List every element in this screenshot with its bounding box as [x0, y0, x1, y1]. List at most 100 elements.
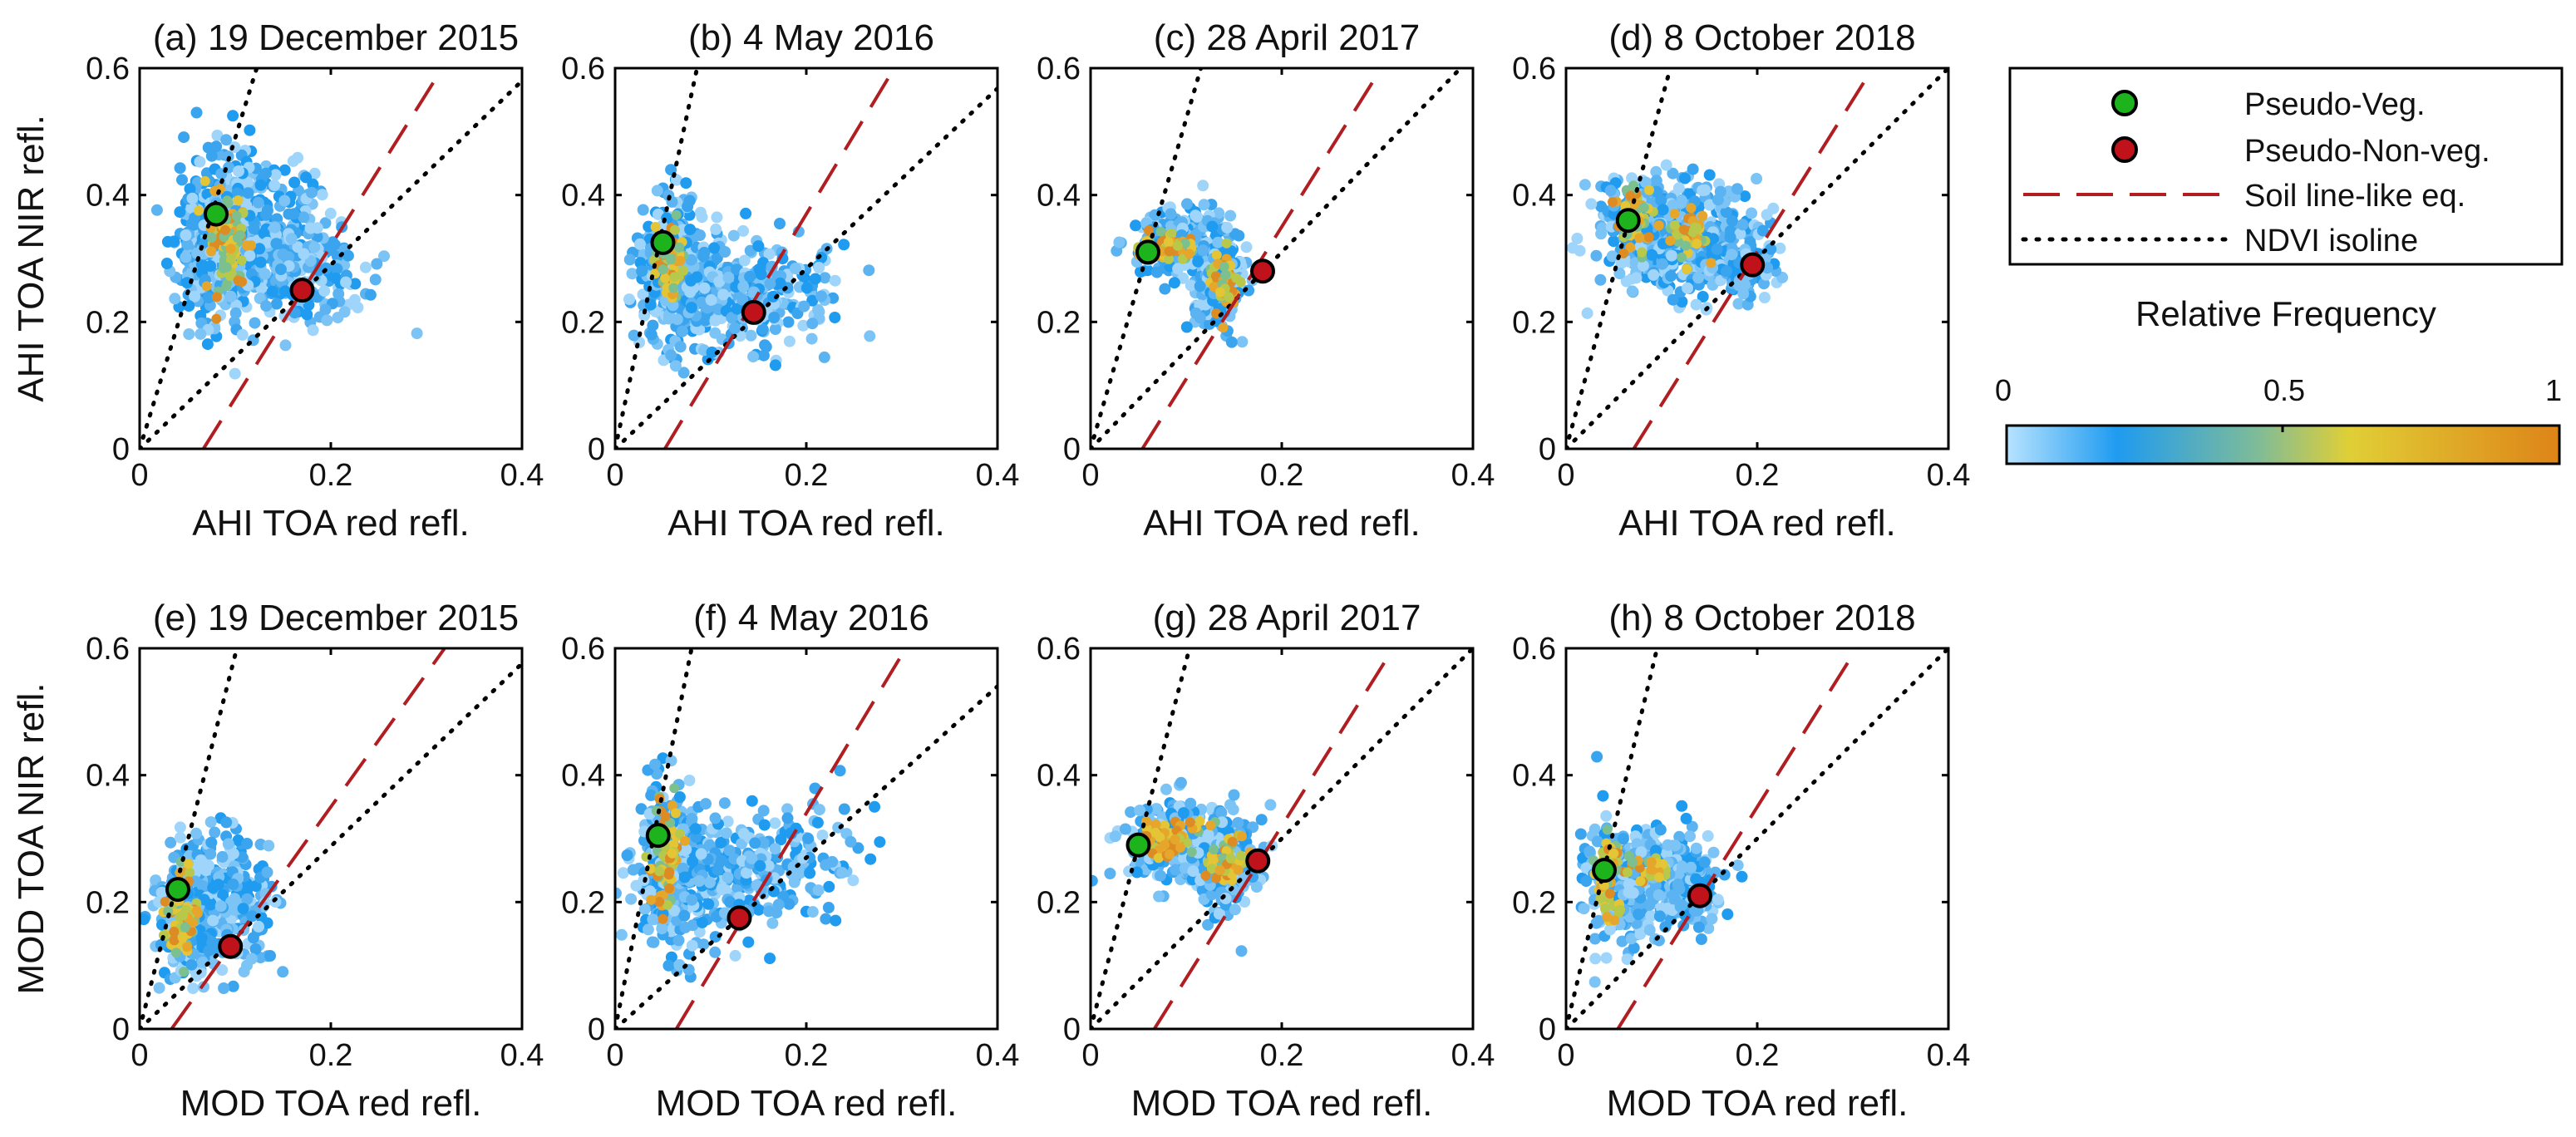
x-tick-label: 0.2	[785, 458, 829, 493]
density-point	[244, 249, 256, 262]
density-point	[184, 183, 196, 195]
panels: 0 0.2 0.400.20.40.6(a) 19 December 2015AHI…	[11, 17, 1970, 1124]
density-point	[819, 272, 831, 284]
density-point	[371, 258, 383, 270]
density-point	[1667, 293, 1679, 306]
density-point-high	[221, 281, 232, 292]
density-point	[338, 306, 351, 318]
density-point	[249, 943, 262, 955]
density-point	[1232, 817, 1244, 829]
density-point-high	[671, 209, 682, 220]
plot-area	[615, 68, 997, 449]
density-point	[304, 222, 317, 234]
density-point	[204, 848, 217, 860]
density-point	[227, 848, 239, 860]
density-point-high	[1155, 226, 1166, 237]
density-point	[790, 822, 802, 834]
density-point	[1581, 307, 1593, 319]
pseudo-veg-marker	[645, 823, 671, 849]
density-point-high	[1638, 202, 1649, 213]
density-point	[220, 134, 233, 146]
density-point	[678, 871, 691, 884]
density-point	[1630, 272, 1643, 284]
x-tick-label: 0.2	[1260, 458, 1304, 493]
density-point	[775, 834, 787, 846]
density-point	[233, 165, 244, 177]
density-point	[324, 207, 337, 219]
density-point	[270, 298, 283, 310]
density-point	[1657, 204, 1669, 216]
density-point	[316, 189, 328, 201]
density-point	[349, 278, 362, 290]
density-point	[277, 249, 289, 260]
x-tick-label: 0.4	[1451, 1038, 1495, 1073]
density-point	[621, 849, 633, 861]
density-point	[673, 959, 686, 971]
density-point	[227, 879, 239, 890]
density-point	[1724, 231, 1736, 244]
density-point	[754, 859, 766, 872]
ndvi-isoline	[140, 661, 522, 1029]
density-point	[1225, 336, 1238, 348]
density-point	[789, 263, 801, 274]
density-point	[662, 313, 675, 325]
soil-line	[1152, 648, 1395, 1029]
density-point	[1170, 864, 1182, 876]
plot-area	[140, 68, 522, 449]
density-point	[685, 274, 697, 287]
x-tick-label: 0	[606, 458, 623, 493]
density-point	[774, 277, 786, 289]
density-point	[259, 268, 271, 280]
density-point	[738, 254, 751, 267]
density-point	[662, 959, 675, 972]
density-point	[838, 803, 850, 815]
density-point	[615, 887, 622, 899]
density-point	[1104, 868, 1116, 879]
density-point	[1734, 228, 1746, 240]
density-point	[740, 207, 752, 219]
density-point-high	[171, 948, 181, 958]
density-point-high	[1185, 817, 1195, 828]
density-point	[1194, 280, 1206, 293]
density-point	[874, 836, 886, 849]
density-point-high	[206, 232, 217, 243]
density-point	[699, 314, 712, 327]
density-point	[813, 804, 825, 816]
density-point	[781, 803, 794, 815]
density-point	[264, 950, 276, 962]
density-point	[737, 828, 750, 840]
density-point	[637, 204, 649, 216]
density-point	[669, 360, 682, 372]
density-point	[696, 211, 708, 224]
density-point	[241, 893, 254, 905]
density-point	[1134, 805, 1146, 817]
density-point	[1255, 814, 1268, 826]
density-point	[627, 864, 639, 876]
density-point	[241, 884, 254, 897]
density-point-high	[225, 244, 236, 254]
density-point	[298, 211, 310, 224]
density-point-high	[1160, 820, 1170, 831]
density-point-high	[1637, 247, 1648, 258]
density-point	[745, 329, 757, 342]
density-point	[829, 312, 841, 323]
density-point	[1758, 292, 1771, 303]
density-point	[1765, 243, 1777, 255]
x-tick-label: 0.4	[976, 1038, 1020, 1073]
density-point	[1153, 890, 1165, 903]
density-point	[176, 174, 188, 186]
density-point	[308, 167, 321, 180]
density-point	[1703, 199, 1716, 211]
density-point	[617, 867, 629, 879]
density-point	[711, 211, 723, 224]
density-point-high	[1669, 219, 1680, 230]
plot-area	[1091, 68, 1463, 449]
density-point	[822, 902, 835, 913]
density-point	[180, 251, 192, 263]
density-point-high	[660, 273, 671, 283]
density-point-high	[233, 275, 244, 286]
density-point-high	[169, 926, 180, 937]
density-point	[1571, 233, 1584, 244]
density-point-high	[179, 967, 190, 977]
